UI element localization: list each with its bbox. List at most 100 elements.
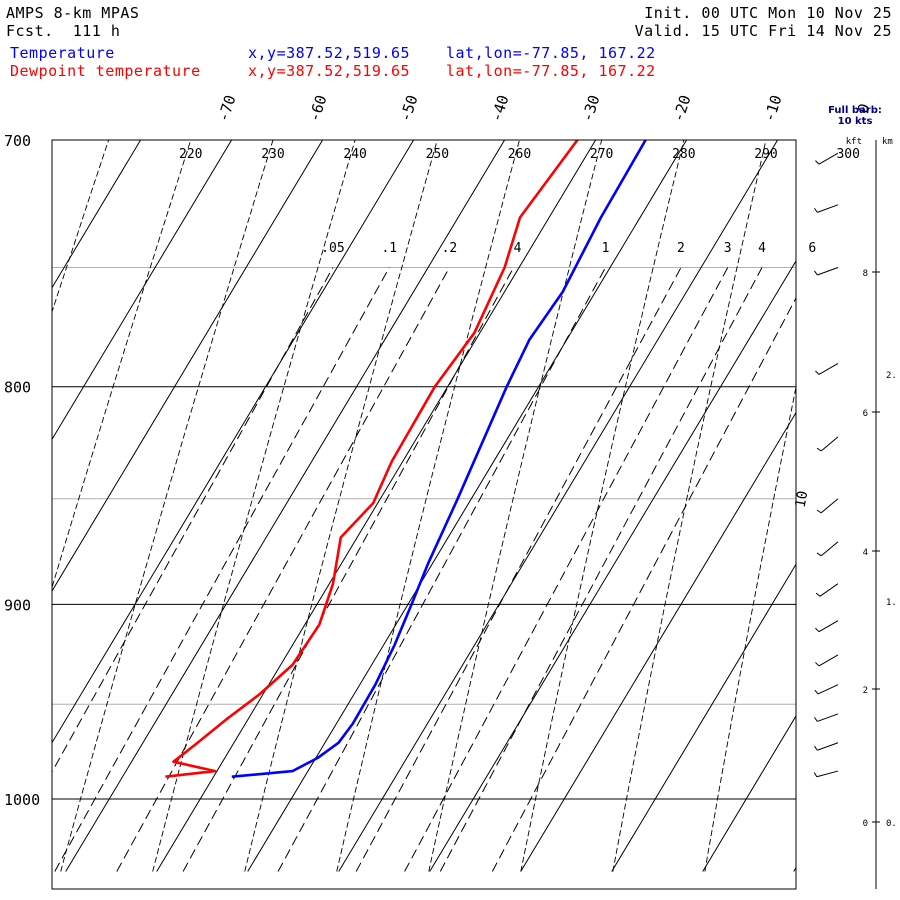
wind-barb xyxy=(814,713,839,722)
valid-time: Valid. 15 UTC Fri 14 Nov 25 xyxy=(634,22,892,40)
dry-adiabat-label: 240 xyxy=(343,147,366,162)
wind-barb-flag xyxy=(815,592,821,597)
temperature-tick-label: -20 xyxy=(669,93,694,124)
isotherm-line xyxy=(520,411,796,872)
isotherm-line xyxy=(429,260,796,872)
mixing-ratio-label: 1 xyxy=(602,241,610,256)
wind-barb xyxy=(815,654,839,667)
km-tick-label: 1. xyxy=(886,598,897,608)
kft-tick-label: 6 xyxy=(863,409,868,419)
isotherm-line xyxy=(338,140,779,872)
model-title: AMPS 8-km MPAS xyxy=(6,4,140,22)
wind-barb xyxy=(815,583,839,597)
dry-adiabat-line xyxy=(244,140,438,872)
legend-temperature-xy: x,y=387.52,519.65 xyxy=(248,44,411,62)
mixing-ratio-label: 4 xyxy=(758,241,766,256)
mixing-ratio-line xyxy=(277,267,606,872)
wind-barb-flag xyxy=(815,662,820,667)
dry-adiabat-line xyxy=(612,140,767,872)
mixing-ratio-line xyxy=(439,267,763,872)
temperature-tick-label: -30 xyxy=(578,93,603,124)
isotherm-line xyxy=(702,715,796,872)
mixing-ratio-line xyxy=(182,267,515,872)
wind-barb xyxy=(815,620,839,633)
pressure-tick-label: 900 xyxy=(4,596,31,614)
dry-adiabat-label: 260 xyxy=(508,147,531,162)
wind-barb xyxy=(814,267,839,276)
dry-adiabat-label: 270 xyxy=(590,147,613,162)
wind-barb-staff xyxy=(818,620,839,633)
kft-tick-label: 0 xyxy=(863,819,868,829)
km-tick-label: 0. xyxy=(886,819,897,829)
dry-adiabat-line xyxy=(704,384,796,872)
wind-barb-staff xyxy=(820,498,839,514)
isotherm-line xyxy=(52,140,142,289)
wind-barb xyxy=(816,541,839,557)
wind-barb xyxy=(813,770,839,778)
isotherm-line xyxy=(0,140,50,871)
plot-frame xyxy=(51,139,797,890)
grid-layer xyxy=(0,140,796,872)
isotherm-line xyxy=(52,140,324,592)
wind-barb-flag xyxy=(813,772,818,778)
mixing-ratio-label: .05 xyxy=(321,241,344,256)
legend-dewpoint-label: Dewpoint temperature xyxy=(10,62,201,80)
wind-barb-staff xyxy=(818,654,839,667)
wind-barb xyxy=(814,204,839,213)
wind-barb-flag xyxy=(814,207,818,213)
init-time: Init. 00 UTC Mon 10 Nov 25 xyxy=(644,4,892,22)
mixing-ratio-line xyxy=(54,267,390,872)
dry-adiabat-line xyxy=(0,140,26,872)
isotherm-line xyxy=(52,140,415,744)
wind-barb-staff xyxy=(818,363,839,375)
wind-barb-flag xyxy=(815,370,820,375)
dry-adiabat-line xyxy=(52,140,192,589)
wind-barb-flag xyxy=(815,627,820,633)
dewpoint-trace xyxy=(165,140,579,778)
wind-barb-staff xyxy=(817,267,839,276)
km-tick-label: 2. xyxy=(886,371,897,381)
kft-tick-label: 8 xyxy=(863,269,868,279)
barb-legend-title: Full barb: xyxy=(828,105,882,116)
dry-adiabat-line xyxy=(520,140,685,872)
dry-adiabat-line xyxy=(60,140,274,872)
kft-tick-label: 2 xyxy=(863,686,868,696)
wind-barb xyxy=(814,684,839,695)
dry-adiabat-label: 230 xyxy=(261,147,284,162)
pressure-tick-label: 1000 xyxy=(4,791,40,809)
wind-barb-staff xyxy=(817,713,839,722)
wind-barb-flag xyxy=(816,552,822,557)
mixing-ratio-line xyxy=(355,267,682,872)
wind-barb-flag xyxy=(815,160,820,165)
temperature-trace xyxy=(231,140,647,778)
wind-barb-flag xyxy=(814,689,819,695)
isotherm-line xyxy=(156,140,597,872)
wind-speed-label: 10 xyxy=(793,490,812,509)
mixing-ratio-line xyxy=(116,267,450,872)
dry-adiabat-line xyxy=(52,140,110,314)
wind-barb-staff xyxy=(817,742,839,751)
mixing-ratio-label: 6 xyxy=(808,241,816,256)
wind-barb-flag xyxy=(816,447,822,452)
dry-adiabat-line xyxy=(428,140,603,872)
kft-tick-label: 4 xyxy=(863,548,868,558)
mixing-ratio-label: .1 xyxy=(381,241,397,256)
wind-barb-flag xyxy=(814,745,818,751)
forecast-hour: Fcst. 111 h xyxy=(6,22,121,40)
dry-adiabat-label: 220 xyxy=(179,147,202,162)
temperature-tick-label: -40 xyxy=(487,93,512,124)
km-label: km xyxy=(882,137,893,147)
isotherm-line xyxy=(247,140,688,872)
wind-barb-flag xyxy=(816,509,822,514)
wind-barb-flag xyxy=(814,270,818,276)
wind-barb-staff xyxy=(819,583,839,597)
wind-barb-staff xyxy=(817,204,839,213)
dry-adiabat-label: 300 xyxy=(836,147,859,162)
wind-barb-staff xyxy=(820,541,839,557)
wind-barb xyxy=(814,742,839,751)
legend-temperature-label: Temperature xyxy=(10,44,115,62)
isotherm-line xyxy=(65,140,506,872)
wind-barb xyxy=(816,498,839,514)
